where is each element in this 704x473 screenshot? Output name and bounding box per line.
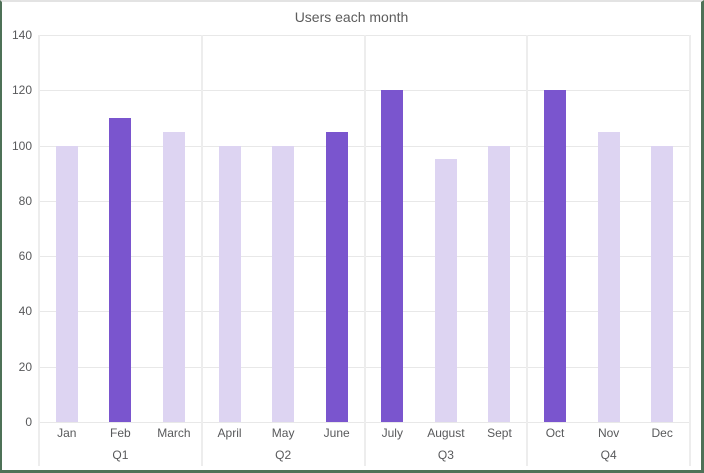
bar-slot-may xyxy=(256,35,310,422)
bar-slot-april xyxy=(203,35,257,422)
bar-slot-jan xyxy=(40,35,94,422)
quarter-groups: Jan Feb March Q1 April May June Q2 July August Sep… xyxy=(40,35,689,466)
bar-slot-july xyxy=(366,35,420,422)
bar-august[interactable] xyxy=(434,159,457,422)
month-label-june: June xyxy=(323,426,350,440)
month-label-july: July xyxy=(381,426,403,440)
quarter-group-q3: July August Sept Q3 xyxy=(366,35,529,466)
bars-q1 xyxy=(40,35,201,422)
bars-q3 xyxy=(366,35,527,422)
y-tick-label-140: 140 xyxy=(11,28,32,42)
month-label-march: March xyxy=(157,426,191,440)
bar-slot-sept xyxy=(473,35,527,422)
month-labels-q4: Oct Nov Dec xyxy=(528,422,689,444)
plot-area: Jan Feb March Q1 April May June Q2 July August Sep… xyxy=(38,35,691,466)
chart-title: Users each month xyxy=(294,9,409,25)
quarter-label-q2: Q2 xyxy=(275,448,292,462)
y-tick-label-20: 20 xyxy=(18,359,32,374)
y-axis: 140 120 100 80 60 40 20 0 xyxy=(2,28,32,429)
bar-slot-march xyxy=(147,35,201,422)
bars-q2 xyxy=(203,35,364,422)
y-tick-label-40: 40 xyxy=(18,304,32,319)
month-label-feb: Feb xyxy=(110,426,131,440)
quarter-label-q4: Q4 xyxy=(600,448,617,462)
month-label-august: August xyxy=(427,426,465,440)
month-label-may: May xyxy=(271,426,295,440)
bar-oct[interactable] xyxy=(544,90,567,422)
quarter-label-q1: Q1 xyxy=(112,448,129,462)
month-labels-q2: April May June xyxy=(203,422,364,444)
quarter-group-q1: Jan Feb March Q1 xyxy=(40,35,203,466)
bar-slot-august xyxy=(419,35,473,422)
y-tick-label-0: 0 xyxy=(25,415,32,429)
month-labels-q1: Jan Feb March xyxy=(40,422,201,444)
month-label-nov: Nov xyxy=(597,426,620,440)
bars-q4 xyxy=(528,35,689,422)
bar-feb[interactable] xyxy=(109,117,132,422)
bar-april[interactable] xyxy=(218,145,241,422)
bar-march[interactable] xyxy=(162,131,185,422)
quarter-group-q4: Oct Nov Dec Q4 xyxy=(528,35,689,466)
bar-may[interactable] xyxy=(272,145,295,422)
month-label-jan: Jan xyxy=(57,426,77,440)
bar-slot-nov xyxy=(582,35,636,422)
bar-june[interactable] xyxy=(325,131,348,422)
month-label-sept: Sept xyxy=(487,426,512,440)
bar-slot-june xyxy=(310,35,364,422)
bar-slot-oct xyxy=(528,35,582,422)
quarter-group-q2: April May June Q2 xyxy=(203,35,366,466)
bar-sept[interactable] xyxy=(488,145,511,422)
bar-jan[interactable] xyxy=(55,145,78,422)
bar-nov[interactable] xyxy=(597,131,620,422)
bar-dec[interactable] xyxy=(651,145,674,422)
y-tick-label-60: 60 xyxy=(18,249,32,264)
month-label-april: April xyxy=(217,426,242,440)
bar-july[interactable] xyxy=(381,90,404,422)
month-label-oct: Oct xyxy=(545,426,565,440)
month-label-dec: Dec xyxy=(651,426,673,440)
month-labels-q3: July August Sept xyxy=(366,422,527,444)
y-tick-label-100: 100 xyxy=(11,138,32,153)
bar-slot-feb xyxy=(94,35,148,422)
y-tick-label-120: 120 xyxy=(11,83,32,98)
bar-slot-dec xyxy=(635,35,689,422)
y-tick-label-80: 80 xyxy=(18,193,32,208)
quarter-label-q3: Q3 xyxy=(437,448,454,462)
